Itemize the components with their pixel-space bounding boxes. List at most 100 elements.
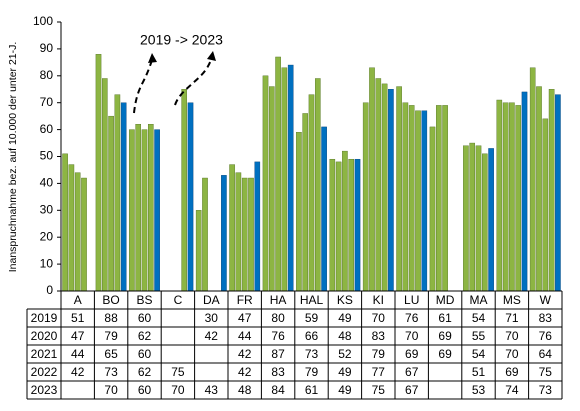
table-row-header: 2021 xyxy=(31,347,58,361)
x-tick-label: BO xyxy=(102,293,119,307)
annotation-arrow-left xyxy=(133,59,153,114)
data-label: 70 xyxy=(104,383,118,397)
data-label: 70 xyxy=(405,329,419,343)
bar-HAL-2019 xyxy=(296,132,302,292)
x-tick-label: MD xyxy=(436,293,455,307)
y-tick-label: 10 xyxy=(40,256,54,270)
bar-FR-2020 xyxy=(235,172,242,292)
data-label: 44 xyxy=(238,329,252,343)
data-label: 51 xyxy=(472,365,486,379)
data-label: 79 xyxy=(305,365,319,379)
x-tick-label: MA xyxy=(470,293,488,307)
x-tick-label: BS xyxy=(136,293,152,307)
bar-BO-2023 xyxy=(120,102,127,292)
bar-W-2020 xyxy=(536,86,542,292)
data-label: 51 xyxy=(71,311,85,325)
data-label: 74 xyxy=(505,383,519,397)
data-label: 42 xyxy=(71,365,85,379)
bar-W-2019 xyxy=(529,67,536,292)
bar-A-2022 xyxy=(81,177,87,292)
data-label: 79 xyxy=(372,347,386,361)
bar-A-2021 xyxy=(74,172,81,292)
annotation-label: 2019 -> 2023 xyxy=(140,32,223,48)
bar-BS-2022 xyxy=(147,124,154,292)
bar-LU-2021 xyxy=(408,105,415,292)
data-label: 60 xyxy=(138,383,152,397)
data-label: 70 xyxy=(372,311,386,325)
x-tick-label: A xyxy=(74,293,82,307)
data-label: 48 xyxy=(238,383,252,397)
bar-KS-2022 xyxy=(348,158,355,292)
bar-MS-2021 xyxy=(509,102,515,292)
data-label: 62 xyxy=(138,329,152,343)
y-tick-label: 30 xyxy=(40,202,54,216)
bar-LU-2022 xyxy=(415,110,421,292)
annotation-arrow-right xyxy=(174,56,213,106)
table-row-header: 2023 xyxy=(31,383,58,397)
y-tick-label: 20 xyxy=(40,229,54,243)
bar-W-2023 xyxy=(555,94,561,292)
data-label: 69 xyxy=(505,365,519,379)
data-label: 70 xyxy=(171,383,185,397)
data-label: 83 xyxy=(271,365,285,379)
data-label: 49 xyxy=(338,311,352,325)
y-tick-label: 80 xyxy=(40,68,54,82)
y-tick-label: 60 xyxy=(40,122,54,136)
bar-A-2020 xyxy=(68,164,75,292)
bar-BO-2021 xyxy=(108,115,114,292)
bars-layer xyxy=(62,54,561,292)
bar-LU-2020 xyxy=(402,102,409,292)
data-label: 70 xyxy=(505,329,519,343)
x-tick-label: HA xyxy=(270,293,287,307)
bar-KI-2022 xyxy=(381,83,388,292)
data-label: 62 xyxy=(138,365,152,379)
bar-BS-2023 xyxy=(154,129,160,292)
x-tick-label: KI xyxy=(373,293,384,307)
bar-KI-2021 xyxy=(375,78,382,292)
bar-KS-2023 xyxy=(354,158,361,292)
bar-LU-2019 xyxy=(396,86,402,292)
data-label: 79 xyxy=(104,329,118,343)
bar-BO-2022 xyxy=(114,94,121,292)
bar-MD-2021 xyxy=(442,105,448,292)
y-tick-label: 0 xyxy=(46,283,53,297)
data-label: 60 xyxy=(138,347,152,361)
data-label: 44 xyxy=(71,347,85,361)
data-label: 53 xyxy=(472,383,486,397)
x-tick-label: KS xyxy=(337,293,353,307)
data-label: 73 xyxy=(104,365,118,379)
bar-BS-2021 xyxy=(141,129,148,292)
bar-HA-2019 xyxy=(262,75,269,292)
data-label: 67 xyxy=(405,383,419,397)
data-label: 75 xyxy=(539,365,553,379)
y-axis-label: Inanspruchnahme bez. auf 10.000 der unte… xyxy=(7,42,19,273)
data-label: 55 xyxy=(472,329,486,343)
bar-HAL-2021 xyxy=(308,94,315,292)
data-label: 49 xyxy=(338,365,352,379)
data-label: 83 xyxy=(539,311,553,325)
data-label: 64 xyxy=(539,347,553,361)
bar-MA-2021 xyxy=(475,145,482,292)
data-label: 42 xyxy=(238,347,252,361)
bar-HA-2020 xyxy=(269,86,275,292)
arrowhead-right xyxy=(207,51,216,61)
data-label: 61 xyxy=(438,311,452,325)
data-label: 61 xyxy=(305,383,319,397)
bar-DA-2020 xyxy=(202,177,208,292)
data-label: 83 xyxy=(372,329,386,343)
data-label: 75 xyxy=(171,365,185,379)
bar-KI-2020 xyxy=(369,67,375,292)
bar-HAL-2020 xyxy=(302,113,309,292)
x-tick-label: FR xyxy=(237,293,253,307)
bar-HA-2021 xyxy=(275,56,281,292)
x-tick-label: DA xyxy=(203,293,220,307)
data-label: 47 xyxy=(71,329,85,343)
data-label: 67 xyxy=(405,365,419,379)
axes-layer: 0 10 20 30 40 50 60 70 80 90 100 xyxy=(33,14,62,297)
data-label: 75 xyxy=(372,383,386,397)
y-tick-label: 50 xyxy=(40,149,54,163)
table-row-header: 2020 xyxy=(31,329,58,343)
data-label: 70 xyxy=(505,347,519,361)
data-label: 73 xyxy=(305,347,319,361)
data-label: 69 xyxy=(438,347,452,361)
